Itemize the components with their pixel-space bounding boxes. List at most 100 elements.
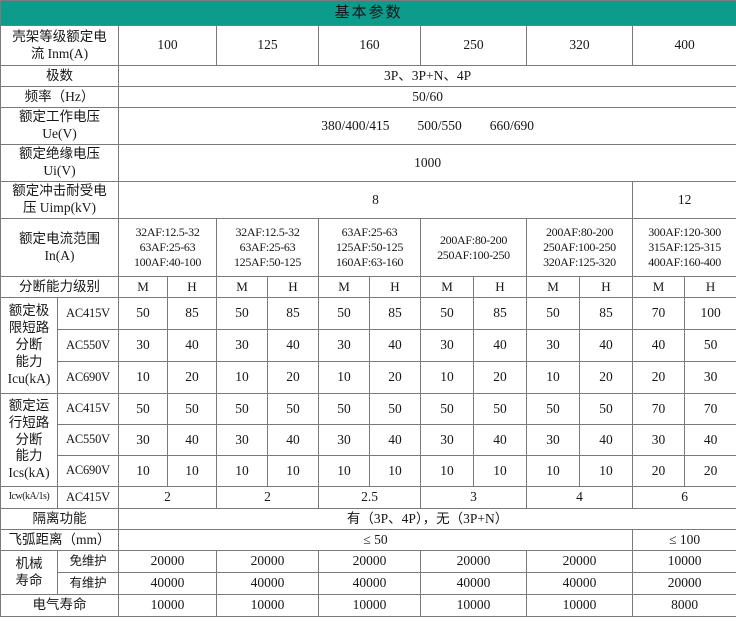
icu-cell: 30: [683, 361, 736, 394]
icw-sub-label: AC415V: [57, 486, 119, 509]
ics-ac415v-row: 额定运 行短路 分断 能力 Ics(kA) AC415V 50 50 50 50…: [0, 393, 736, 487]
ics-ac550v-row: AC550V 30 40 30 40 30 40 30 40 30 40 30 …: [1, 424, 736, 456]
elec-life-label: 电气寿命: [0, 594, 119, 617]
mech-life-free-row: 机械 寿命 免维护 20000 20000 20000 20000 20000 …: [0, 550, 736, 595]
ics-cell: 30: [216, 424, 268, 456]
ics-cell: 10: [118, 455, 168, 487]
ics-cell: 50: [167, 393, 217, 425]
ics-cell: 50: [369, 393, 421, 425]
breaking-class-cell: M: [632, 276, 685, 298]
frequency-label: 频率（Hz）: [0, 86, 119, 108]
ue-value-3: 660/690: [489, 117, 534, 133]
ics-cell: 10: [579, 455, 633, 487]
ics-ac690v-label: AC690V: [57, 455, 119, 487]
ics-cell: 70: [632, 393, 685, 425]
frame-current-320: 320: [526, 25, 633, 66]
icu-cell: 10: [118, 361, 168, 394]
icu-ac690v-row: AC690V 10 20 10 20 10 20 10 20 10 20 20 …: [1, 361, 736, 394]
in-range-320: 200AF:80-200 250AF:100-250 320AF:125-320: [526, 218, 633, 277]
ics-cell: 30: [318, 424, 370, 456]
arc-distance-value-main: ≤ 50: [118, 529, 633, 551]
mech-life-maint-label: 有维护: [57, 572, 119, 595]
ics-cell: 50: [420, 393, 474, 425]
breaking-class-cell: H: [683, 276, 736, 298]
ics-cell: 10: [473, 455, 527, 487]
mech-life-cell: 40000: [526, 572, 633, 595]
ics-ac690v-row: AC690V 10 10 10 10 10 10 10 10 10 10 20 …: [1, 455, 736, 487]
in-range-100: 32AF:12.5-32 63AF:25-63 100AF:40-100: [118, 218, 217, 277]
ics-cell: 50: [318, 393, 370, 425]
ics-cell: 30: [632, 424, 685, 456]
mech-life-cell: 40000: [318, 572, 421, 595]
icu-cell: 40: [267, 329, 319, 362]
ics-cell: 10: [267, 455, 319, 487]
isolation-value: 有（3P、4P），无（3P+N）: [117, 508, 736, 530]
breaking-class-label: 分断能力级别: [0, 276, 119, 298]
ics-cell: 30: [420, 424, 474, 456]
mech-life-cell: 20000: [318, 550, 421, 573]
icw-cell: 6: [631, 486, 736, 509]
icu-cell: 20: [369, 361, 421, 394]
ics-cell: 50: [473, 393, 527, 425]
ui-label: 额定绝缘电压 Ui(V): [0, 144, 119, 182]
icu-label: 额定极 限短路 分断 能力 Icu(kA): [0, 297, 58, 394]
breaking-class-cell: H: [369, 276, 421, 298]
icw-cell: 4: [526, 486, 633, 509]
ue-values: 380/400/415 500/550 660/690: [117, 107, 736, 145]
icw-label: Icw(kA/1s): [0, 486, 58, 509]
frame-current-100: 100: [118, 25, 217, 66]
icw-cell: 3: [420, 486, 527, 509]
icu-cell: 40: [369, 329, 421, 362]
uimp-value-last: 12: [631, 181, 736, 219]
elec-life-cell: 10000: [216, 594, 319, 617]
rated-current-range-row: 额定电流范围 In(A) 32AF:12.5-32 63AF:25-63 100…: [0, 218, 736, 277]
breaking-class-row: 分断能力级别 M H M H M H M H M H M H: [0, 276, 736, 298]
ics-cell: 10: [420, 455, 474, 487]
frequency-row: 频率（Hz） 50/60: [0, 86, 736, 108]
rated-impulse-voltage-row: 额定冲击耐受电 压 Uimp(kV) 8 12: [0, 181, 736, 219]
mech-life-free-label: 免维护: [57, 550, 119, 573]
icu-ac690v-label: AC690V: [57, 361, 119, 394]
icu-cell: 10: [318, 361, 370, 394]
icu-cell: 85: [579, 297, 633, 330]
icw-cell: 2: [216, 486, 319, 509]
icu-cell: 20: [167, 361, 217, 394]
ics-cell: 40: [369, 424, 421, 456]
icu-cell: 40: [167, 329, 217, 362]
icu-cell: 50: [526, 297, 580, 330]
mech-life-cell: 20000: [526, 550, 633, 573]
ics-cell: 40: [473, 424, 527, 456]
frame-current-row: 壳架等级额定电 流 Inm(A) 100 125 160 250 320 400: [0, 25, 736, 66]
in-range-label: 额定电流范围 In(A): [0, 218, 119, 277]
poles-row: 极数 3P、3P+N、4P: [0, 65, 736, 87]
mech-life-cell: 20000: [420, 550, 527, 573]
rated-insulation-voltage-row: 额定绝缘电压 Ui(V) 1000: [0, 144, 736, 182]
frame-current-250: 250: [420, 25, 527, 66]
ics-ac415v-label: AC415V: [57, 393, 119, 425]
mech-life-cell: 20000: [216, 550, 319, 573]
elec-life-row: 电气寿命 10000 10000 10000 10000 10000 8000: [0, 594, 736, 617]
in-range-160: 63AF:25-63 125AF:50-125 160AF:63-160: [318, 218, 421, 277]
icu-cell: 40: [473, 329, 527, 362]
ics-cell: 10: [167, 455, 217, 487]
breaking-class-cell: H: [267, 276, 319, 298]
ics-cell: 10: [369, 455, 421, 487]
mech-life-cell: 20000: [631, 572, 736, 595]
icu-cell: 30: [216, 329, 268, 362]
icu-cell: 20: [473, 361, 527, 394]
frame-current-label: 壳架等级额定电 流 Inm(A): [0, 25, 119, 66]
breaking-class-cell: H: [167, 276, 217, 298]
icu-cell: 85: [369, 297, 421, 330]
icu-cell: 30: [420, 329, 474, 362]
arc-distance-label: 飞弧距离（mm）: [0, 529, 119, 551]
ics-cell: 20: [632, 455, 685, 487]
mech-life-cell: 10000: [631, 550, 736, 573]
icu-cell: 30: [118, 329, 168, 362]
icu-cell: 70: [632, 297, 685, 330]
ue-value-2: 500/550: [417, 117, 462, 133]
icu-cell: 50: [118, 297, 168, 330]
icu-cell: 30: [526, 329, 580, 362]
poles-value: 3P、3P+N、4P: [117, 65, 736, 87]
